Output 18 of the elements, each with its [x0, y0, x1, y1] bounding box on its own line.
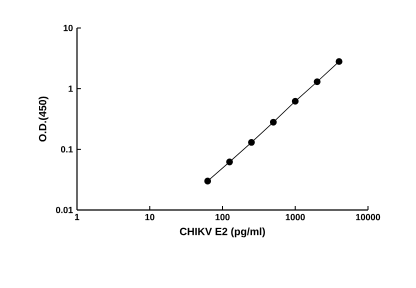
point — [226, 158, 233, 166]
point — [204, 178, 212, 184]
x-tick-label: 1 — [75, 214, 80, 220]
point — [248, 139, 255, 146]
y-axis-title: O.D.(450) — [38, 96, 48, 142]
x-tick-label: 1000 — [286, 214, 305, 220]
point — [292, 98, 299, 105]
y-tick-label: 10 — [64, 24, 73, 32]
x-tick-label: 100 — [216, 214, 230, 220]
point — [270, 118, 277, 126]
y-tick-label: 1 — [68, 86, 73, 92]
point — [336, 58, 342, 65]
point — [314, 78, 321, 86]
x-tick-label: 10 — [145, 214, 154, 220]
x-tick-label: 10000 — [356, 214, 380, 220]
x-axis-title: CHIKV E2 (pg/ml) — [180, 228, 265, 238]
y-tick-label: 0.01 — [56, 206, 73, 214]
y-tick-label: 0.1 — [60, 146, 73, 153]
